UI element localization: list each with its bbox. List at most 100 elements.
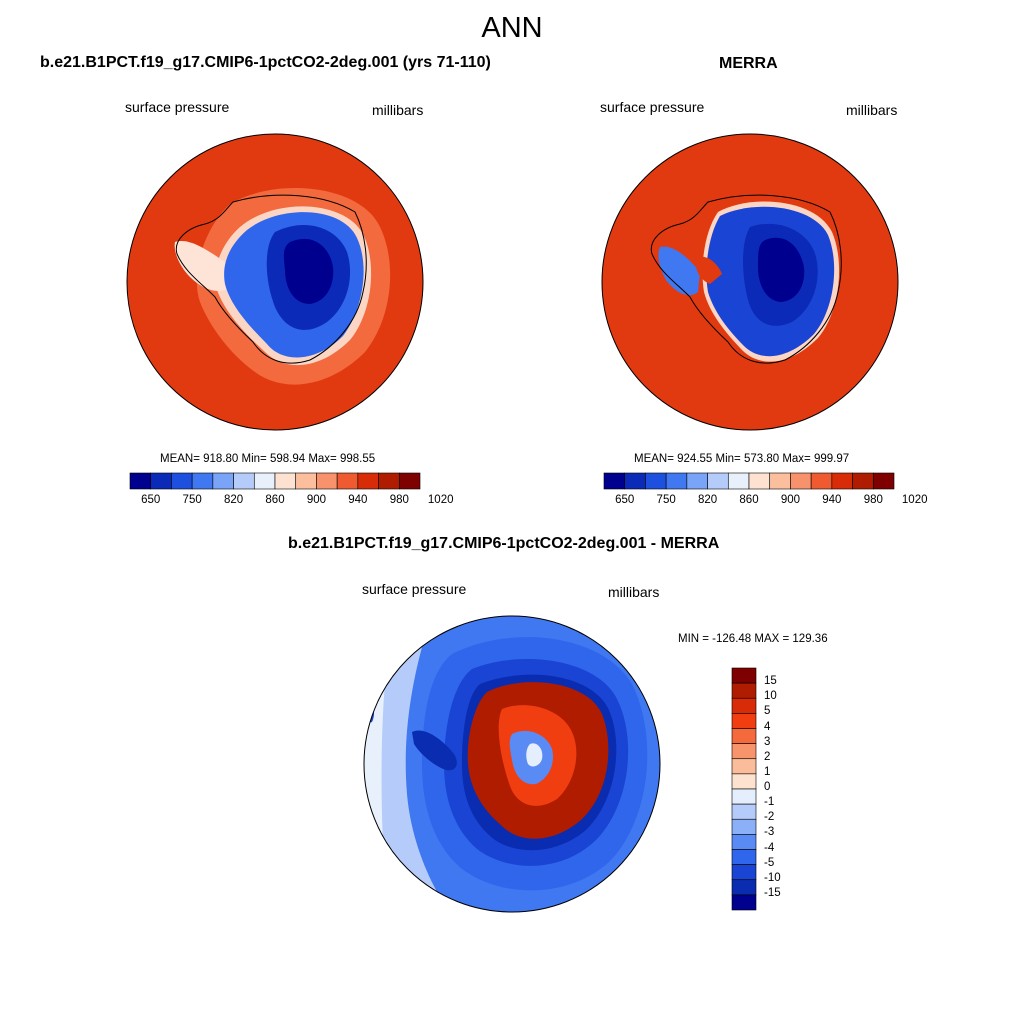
panel-1-map-border (126, 133, 424, 431)
colorbar-swatch (731, 834, 757, 850)
colorbar-tick-label: 10 (764, 690, 777, 703)
colorbar-tick-label: -3 (764, 826, 775, 839)
colorbar-swatch (686, 472, 708, 490)
colorbar-tick-label: 15 (764, 675, 777, 688)
colorbar-swatch (212, 472, 234, 490)
colorbar-swatch (852, 472, 874, 490)
panel-1-map (126, 133, 424, 431)
colorbar-swatch (872, 472, 895, 490)
panel-1-coastline (175, 194, 367, 364)
colorbar-swatch (336, 472, 359, 490)
panel-1-variable-label: surface pressure (125, 99, 230, 115)
panel-3-map-border (363, 615, 661, 913)
colorbar-tick-label: 1020 (427, 494, 454, 506)
colorbar-tick-label: 980 (389, 494, 409, 506)
colorbar-swatch (233, 472, 255, 490)
panel-2-coastline (650, 194, 842, 364)
colorbar-tick-label: 900 (306, 494, 327, 506)
panel-3-stats: MIN = -126.48 MAX = 129.36 (678, 633, 828, 645)
colorbar-tick-label: 4 (764, 720, 771, 733)
colorbar-swatch (769, 472, 791, 490)
colorbar-tick-label: 2 (764, 750, 771, 763)
panel-3-colorbar (731, 667, 757, 911)
colorbar-tick-label: 940 (348, 494, 368, 506)
colorbar-swatch (790, 472, 812, 490)
panel-2-stats: MEAN= 924.55 Min= 573.80 Max= 999.97 (634, 453, 850, 465)
colorbar-swatch (316, 472, 338, 490)
colorbar-swatch (150, 472, 172, 490)
colorbar-tick-label: 980 (863, 494, 883, 506)
colorbar-tick-label: 750 (182, 494, 202, 506)
colorbar-tick-label: 5 (764, 705, 771, 718)
colorbar-tick-label: 650 (141, 494, 161, 506)
colorbar-swatch (831, 472, 853, 490)
colorbar-swatch (191, 472, 214, 490)
panel-3-units-label: millibars (608, 584, 660, 600)
panel-2-colorbar (603, 472, 895, 490)
colorbar-swatch (731, 743, 757, 760)
colorbar-swatch (731, 758, 757, 775)
panel-2-map-border (601, 133, 899, 431)
panel-1-units-label: millibars (372, 102, 424, 118)
colorbar-swatch (129, 472, 152, 490)
colorbar-tick-label: 750 (656, 494, 676, 506)
colorbar-swatch (274, 472, 297, 490)
colorbar-swatch (357, 472, 379, 490)
colorbar-swatch (731, 697, 757, 714)
colorbar-tick-label: 0 (764, 781, 771, 793)
colorbar-swatch (731, 879, 757, 896)
panel-1-colorbar (129, 472, 421, 490)
panel-1-stats: MEAN= 918.80 Min= 598.94 Max= 998.55 (160, 453, 376, 465)
colorbar-swatch (731, 818, 757, 835)
colorbar-tick-label: -2 (764, 811, 775, 824)
panel-2-variable-label: surface pressure (600, 99, 705, 115)
panel-1-dome-minimum (283, 238, 334, 304)
colorbar-swatch (295, 472, 317, 490)
colorbar-swatch (707, 472, 729, 490)
panel-1-peninsula-field (174, 241, 235, 292)
colorbar-swatch (731, 773, 757, 790)
colorbar-swatch (624, 472, 646, 490)
panel-3-peninsula-field (412, 730, 457, 771)
colorbar-tick-label: -1 (764, 796, 775, 809)
colorbar-swatch (378, 472, 400, 490)
colorbar-tick-label: -10 (764, 871, 781, 884)
colorbar-swatch (727, 472, 750, 490)
colorbar-tick-label: 820 (697, 494, 718, 506)
colorbar-tick-label: 900 (780, 494, 801, 506)
page-title: ANN (481, 12, 543, 44)
panel-2-title: MERRA (719, 55, 778, 72)
panel-1-title: b.e21.B1PCT.f19_g17.CMIP6-1pctCO2-2deg.0… (40, 54, 491, 71)
colorbar-swatch (731, 803, 757, 820)
colorbar-swatch (171, 472, 193, 490)
colorbar-tick-label: -4 (764, 841, 775, 854)
colorbar-swatch (645, 472, 667, 490)
colorbar-tick-label: 1020 (901, 494, 928, 506)
colorbar-swatch (731, 894, 757, 911)
panel-2-map (601, 133, 899, 431)
colorbar-swatch (398, 472, 421, 490)
panel-3-variable-label: surface pressure (362, 581, 467, 597)
panel-3-title: b.e21.B1PCT.f19_g17.CMIP6-1pctCO2-2deg.0… (288, 535, 720, 552)
colorbar-swatch (731, 682, 757, 699)
colorbar-swatch (731, 864, 757, 881)
colorbar-swatch (810, 472, 833, 490)
colorbar-tick-label: 860 (739, 494, 759, 506)
colorbar-swatch (731, 849, 757, 865)
colorbar-swatch (731, 667, 757, 684)
colorbar-swatch (253, 472, 276, 490)
colorbar-tick-label: -15 (764, 886, 781, 899)
colorbar-swatch (603, 472, 626, 490)
colorbar-swatch (731, 728, 757, 744)
colorbar-swatch (731, 713, 757, 729)
colorbar-swatch (748, 472, 771, 490)
colorbar-tick-label: 940 (822, 494, 842, 506)
panel-2-dome-minimum (758, 237, 805, 302)
colorbar-tick-label: -5 (764, 856, 775, 869)
panel-3-map (363, 615, 661, 913)
colorbar-swatch (665, 472, 688, 490)
panel-2-units-label: millibars (846, 102, 898, 118)
colorbar-tick-label: 820 (223, 494, 244, 506)
colorbar-tick-label: 3 (764, 735, 771, 748)
colorbar-tick-label: 860 (265, 494, 285, 506)
